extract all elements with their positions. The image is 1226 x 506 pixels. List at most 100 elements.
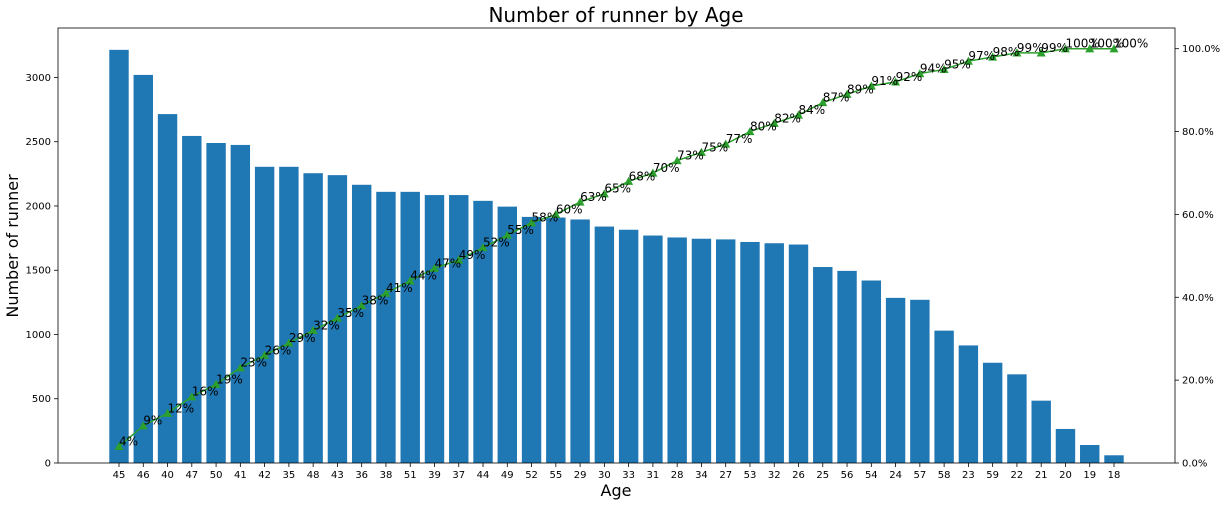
cumulative-marker xyxy=(163,408,173,417)
bar-38 xyxy=(376,191,396,463)
x-tick-label: 29 xyxy=(574,470,587,481)
cumulative-label: 55% xyxy=(507,223,534,237)
cumulative-label: 16% xyxy=(192,385,219,399)
axes-layer: 0 500 1000 1500 2000 2500 3000 0.0% 20.0% 40.0% 60… xyxy=(26,27,1220,481)
cumulative-label: 100% xyxy=(1114,37,1148,51)
cumulative-marker xyxy=(769,118,779,127)
bar-44 xyxy=(473,200,493,463)
cumulative-marker xyxy=(454,255,464,264)
bar-57 xyxy=(910,299,930,463)
cumulative-label: 19% xyxy=(216,372,243,386)
cumulative-label: 99% xyxy=(1017,41,1044,55)
x-tick-label: 42 xyxy=(258,470,271,481)
x-tick-label: 41 xyxy=(234,470,247,481)
x-tick-label: 19 xyxy=(1083,470,1096,481)
cumulative-label: 26% xyxy=(265,343,292,357)
cumulative-marker xyxy=(332,313,342,322)
x-tick-label: 39 xyxy=(428,470,441,481)
bar-49 xyxy=(497,206,517,463)
cumulative-marker xyxy=(1012,48,1022,57)
x-tick-label: 20 xyxy=(1059,470,1072,481)
x-tick-label: 54 xyxy=(865,470,878,481)
cumulative-label: 100% xyxy=(1090,37,1124,51)
bar-40 xyxy=(157,114,178,463)
cumulative-marker xyxy=(284,338,294,347)
cumulative-label: 29% xyxy=(289,331,316,345)
cumulative-label: 12% xyxy=(168,401,195,415)
x-tick-label: 52 xyxy=(525,470,538,481)
x-tick-label: 53 xyxy=(744,470,757,481)
cumulative-marker xyxy=(575,197,585,206)
cumulative-marker xyxy=(527,218,537,227)
x-tick-label: 51 xyxy=(404,470,417,481)
cumulative-marker xyxy=(672,156,682,165)
cumulative-label: 84% xyxy=(799,103,826,117)
cumulative-label: 73% xyxy=(677,149,704,163)
cumulative-label: 4% xyxy=(119,434,138,448)
x-tick-label: 27 xyxy=(719,470,732,481)
x-tick-label: 57 xyxy=(913,470,926,481)
x-tick-label: 31 xyxy=(647,470,660,481)
bar-39 xyxy=(424,195,445,463)
x-tick-label: 36 xyxy=(355,470,368,481)
cumulative-label: 92% xyxy=(896,70,923,84)
x-tick-label: 18 xyxy=(1108,470,1121,481)
cumulative-label: 52% xyxy=(483,236,510,250)
cumulative-label: 89% xyxy=(847,82,874,96)
bar-31 xyxy=(643,235,663,463)
cumulative-marker xyxy=(551,209,561,219)
cumulative-label: 23% xyxy=(240,356,267,370)
x-tick-label: 47 xyxy=(185,470,198,481)
cumulative-marker xyxy=(915,69,925,78)
cumulative-line xyxy=(118,47,1114,448)
x-tick-label: 23 xyxy=(962,470,975,481)
y-tick-label: 1000 xyxy=(26,330,51,341)
bar-47 xyxy=(182,135,202,463)
bar-56 xyxy=(837,270,857,463)
bar-45 xyxy=(109,49,129,463)
bar-25 xyxy=(813,267,833,463)
bar-58 xyxy=(934,330,954,463)
y-tick-label: 0 xyxy=(45,459,51,470)
cumulative-label: 95% xyxy=(944,57,971,71)
cumulative-marker xyxy=(624,176,634,185)
x-tick-label: 44 xyxy=(477,470,490,481)
bar-18 xyxy=(1104,455,1124,463)
cumulative-marker xyxy=(260,350,270,359)
cumulative-marker xyxy=(502,230,512,239)
cumulative-label: 32% xyxy=(313,318,340,332)
y-tick-label: 500 xyxy=(32,394,51,405)
x-tick-label: 45 xyxy=(113,470,126,481)
cumulative-marker xyxy=(211,379,221,388)
bar-52 xyxy=(521,216,542,463)
cumulative-label: 97% xyxy=(968,49,995,63)
bar-41 xyxy=(230,144,251,463)
cumulative-label: 60% xyxy=(556,202,583,216)
x-tick-label: 33 xyxy=(622,470,635,481)
y-tick-label: 1500 xyxy=(26,266,51,277)
y-tick-label: 3000 xyxy=(26,73,51,84)
cumulative-marker xyxy=(429,263,439,272)
x-tick-label: 26 xyxy=(792,470,805,481)
x-tick-label: 21 xyxy=(1035,470,1048,481)
cumulative-label: 58% xyxy=(532,211,559,225)
cumulative-marker xyxy=(963,56,973,65)
x-tick-label: 25 xyxy=(816,470,829,481)
cumulative-marker xyxy=(866,81,876,90)
cumulative-marker xyxy=(1085,44,1095,53)
x-tick-label: 58 xyxy=(938,470,951,481)
cumulative-marker xyxy=(696,147,706,156)
cumulative-marker xyxy=(891,77,901,86)
cumulative-marker xyxy=(794,110,804,119)
cumulative-marker xyxy=(988,52,998,61)
bar-19 xyxy=(1080,445,1100,463)
cumulative-label: 38% xyxy=(362,294,389,308)
y-axis-title: Number of runner xyxy=(3,174,22,318)
plot-frame xyxy=(57,27,1176,464)
bar-20 xyxy=(1055,428,1076,463)
x-tick-label: 28 xyxy=(671,470,684,481)
x-tick-label: 43 xyxy=(331,470,344,481)
cumulative-marker xyxy=(939,64,949,74)
